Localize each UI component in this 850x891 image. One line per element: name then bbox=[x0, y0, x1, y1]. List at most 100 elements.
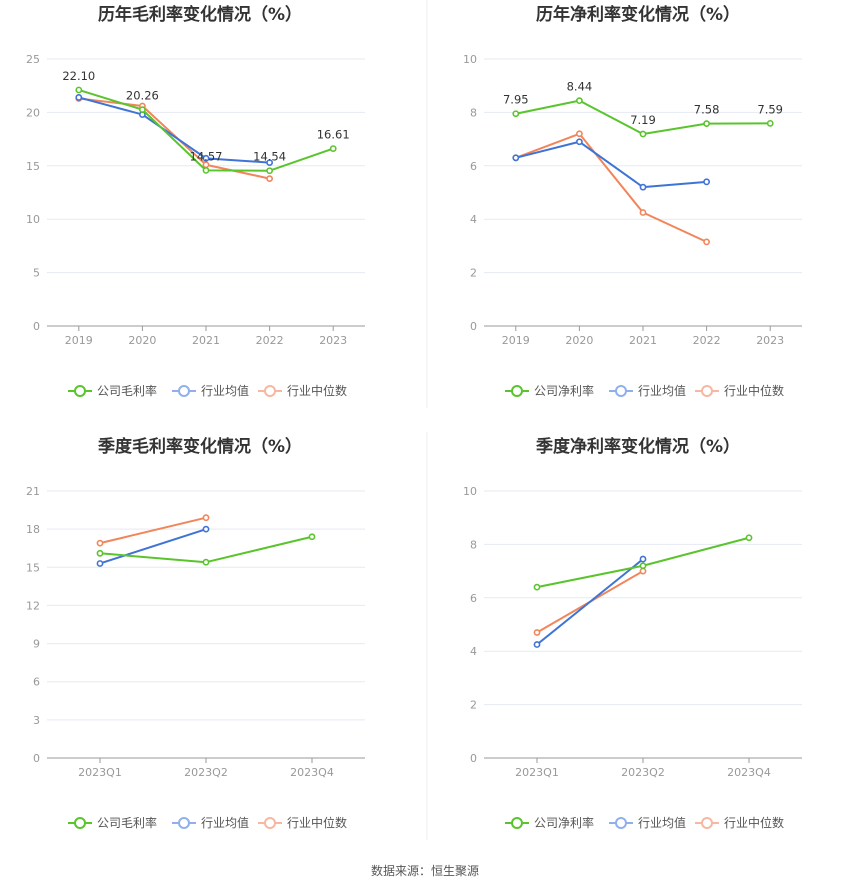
data-label: 14.54 bbox=[253, 150, 286, 164]
x-tick-label: 2023 bbox=[319, 334, 347, 347]
legend-label: 行业中位数 bbox=[724, 815, 784, 830]
data-point-industry_avg[interactable] bbox=[75, 94, 83, 101]
data-point-industry_avg[interactable] bbox=[533, 641, 541, 648]
legend-swatch-marker bbox=[701, 385, 713, 397]
y-tick-label: 0 bbox=[470, 752, 477, 765]
data-label: 7.19 bbox=[630, 113, 656, 127]
data-point-industry_median[interactable] bbox=[576, 130, 583, 138]
legend-item-industry_median[interactable]: 行业中位数 bbox=[258, 815, 347, 830]
chart-panel-1: 历年毛利率变化情况（%） 0 5 10 15 20 25 2019 2020 2021 2022 20… bbox=[26, 4, 365, 398]
data-point-company[interactable] bbox=[308, 533, 316, 541]
x-tick-label: 2019 bbox=[65, 334, 93, 347]
x-tick-label: 2022 bbox=[256, 334, 284, 347]
data-point-company[interactable] bbox=[766, 119, 774, 127]
y-tick-label: 2 bbox=[470, 267, 477, 280]
data-point-company[interactable] bbox=[576, 97, 583, 105]
y-tick-label: 6 bbox=[33, 676, 40, 689]
data-point-industry_median[interactable] bbox=[703, 238, 710, 246]
data-point-company[interactable] bbox=[533, 583, 541, 591]
x-tick-label: 2023Q4 bbox=[290, 766, 334, 779]
x-tick-label: 2022 bbox=[693, 334, 721, 347]
y-tick-label: 5 bbox=[33, 267, 40, 280]
legend-label: 公司净利率 bbox=[534, 815, 594, 830]
y-tick-label: 20 bbox=[26, 106, 40, 119]
data-point-company[interactable] bbox=[266, 167, 273, 175]
x-tick-label: 2021 bbox=[192, 334, 220, 347]
data-point-industry_median[interactable] bbox=[202, 514, 210, 522]
data-point-company[interactable] bbox=[639, 130, 647, 138]
data-point-industry_median[interactable] bbox=[533, 629, 541, 636]
legend-item-industry_median[interactable]: 行业中位数 bbox=[258, 383, 347, 398]
y-tick-label: 0 bbox=[33, 320, 40, 333]
data-label: 7.58 bbox=[694, 103, 720, 117]
data-point-industry_avg[interactable] bbox=[639, 555, 647, 563]
data-point-industry_median[interactable] bbox=[266, 175, 273, 183]
series-line-industry_median bbox=[99, 516, 207, 545]
legend-item-company[interactable]: 公司毛利率 bbox=[68, 815, 157, 830]
legend-item-company[interactable]: 公司净利率 bbox=[505, 815, 594, 830]
legend-swatch-marker bbox=[264, 385, 276, 397]
y-tick-label: 4 bbox=[470, 645, 477, 658]
legend-swatch-marker bbox=[511, 385, 523, 397]
legend-item-company[interactable]: 公司毛利率 bbox=[68, 383, 157, 398]
legend-item-industry_avg[interactable]: 行业均值 bbox=[172, 383, 249, 398]
legend-item-industry_avg[interactable]: 行业均值 bbox=[609, 815, 686, 830]
legend-label: 公司净利率 bbox=[534, 383, 594, 398]
y-tick-label: 25 bbox=[26, 53, 40, 66]
chart-panel-2: 历年净利率变化情况（%） 0 2 4 6 8 10 2019 2020 2021 2022 2023 7… bbox=[463, 4, 802, 398]
data-label: 7.95 bbox=[503, 93, 529, 107]
legend-item-industry_avg[interactable]: 行业均值 bbox=[609, 383, 686, 398]
legend-label: 行业均值 bbox=[638, 815, 686, 830]
data-point-company[interactable] bbox=[138, 106, 146, 114]
data-label: 22.10 bbox=[62, 69, 95, 83]
legend-swatch-marker bbox=[511, 817, 523, 829]
legend-label: 行业中位数 bbox=[287, 815, 347, 830]
legend-item-industry_median[interactable]: 行业中位数 bbox=[695, 815, 784, 830]
x-tick-label: 2023Q1 bbox=[515, 766, 559, 779]
data-point-company[interactable] bbox=[639, 562, 647, 570]
y-tick-label: 8 bbox=[470, 538, 477, 551]
data-point-company[interactable] bbox=[329, 145, 337, 153]
y-tick-label: 18 bbox=[26, 523, 40, 536]
legend-item-industry_avg[interactable]: 行业均值 bbox=[172, 815, 249, 830]
data-point-industry_avg[interactable] bbox=[703, 178, 710, 186]
data-point-industry_avg[interactable] bbox=[266, 159, 273, 166]
x-tick-label: 2020 bbox=[128, 334, 156, 347]
series-line-industry_median bbox=[515, 132, 708, 243]
data-point-industry_median[interactable] bbox=[639, 209, 647, 216]
y-tick-label: 12 bbox=[26, 599, 40, 612]
y-tick-label: 3 bbox=[33, 714, 40, 727]
data-point-company[interactable] bbox=[202, 558, 210, 566]
data-point-industry_avg[interactable] bbox=[512, 154, 520, 162]
legend-label: 行业中位数 bbox=[287, 383, 347, 398]
data-point-industry_avg[interactable] bbox=[576, 138, 583, 146]
legend-item-company[interactable]: 公司净利率 bbox=[505, 383, 594, 398]
y-tick-label: 15 bbox=[26, 561, 40, 574]
y-tick-label: 10 bbox=[463, 53, 477, 66]
data-point-company[interactable] bbox=[96, 549, 104, 557]
data-point-industry_avg[interactable] bbox=[96, 560, 104, 567]
data-label: 14.57 bbox=[190, 149, 223, 163]
y-tick-label: 10 bbox=[26, 213, 40, 226]
data-point-industry_avg[interactable] bbox=[202, 154, 210, 162]
data-point-company[interactable] bbox=[745, 534, 753, 542]
y-tick-label: 15 bbox=[26, 160, 40, 173]
y-tick-label: 9 bbox=[33, 638, 40, 651]
data-point-industry_median[interactable] bbox=[96, 539, 104, 547]
data-point-company[interactable] bbox=[703, 120, 710, 128]
legend-swatch-marker bbox=[74, 385, 86, 397]
chart-title: 历年净利率变化情况（%） bbox=[536, 4, 740, 25]
x-tick-label: 2023Q2 bbox=[621, 766, 665, 779]
data-point-company[interactable] bbox=[512, 110, 520, 118]
chart-panel-4: 季度净利率变化情况（%） 0 2 4 6 8 10 2023Q1 2023Q2 2023Q4 公司净… bbox=[463, 436, 802, 830]
data-point-industry_avg[interactable] bbox=[202, 525, 210, 533]
legend-label: 公司毛利率 bbox=[97, 815, 157, 830]
data-point-company[interactable] bbox=[202, 166, 210, 174]
data-point-industry_median[interactable] bbox=[639, 567, 647, 575]
x-tick-label: 2023Q4 bbox=[727, 766, 771, 779]
legend-label: 行业均值 bbox=[201, 815, 249, 830]
legend-item-industry_median[interactable]: 行业中位数 bbox=[695, 383, 784, 398]
data-point-company[interactable] bbox=[75, 86, 83, 94]
series-line-industry_avg bbox=[515, 140, 707, 189]
data-point-industry_avg[interactable] bbox=[639, 183, 647, 191]
